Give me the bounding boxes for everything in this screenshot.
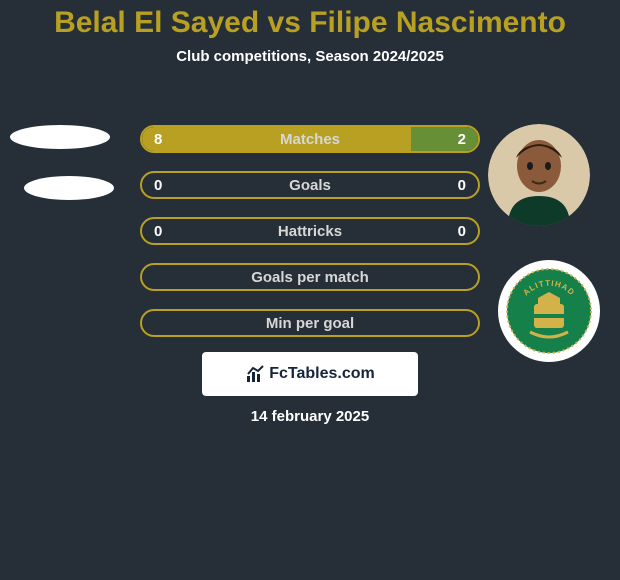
bar-label: Matches — [142, 131, 478, 148]
stat-bar-row: Goals0 0 — [140, 171, 480, 199]
face-icon — [488, 124, 590, 226]
page-title: Belal El Sayed vs Filipe Nascimento — [0, 0, 620, 40]
player-right-club-badge: ALITTIHAD — [498, 260, 600, 362]
comparison-card: Belal El Sayed vs Filipe Nascimento Club… — [0, 0, 620, 580]
attribution-box: FcTables.com — [202, 352, 418, 396]
bar-value-left: 0 — [154, 177, 162, 194]
player-right-avatar — [488, 124, 590, 226]
bar-label: Hattricks — [142, 223, 478, 240]
bar-label: Min per goal — [142, 315, 478, 332]
bar-value-right: 2 — [458, 131, 466, 148]
bar-label: Goals per match — [142, 269, 478, 286]
bar-value-left: 0 — [154, 223, 162, 240]
stat-bar-row: Hattricks0 0 — [140, 217, 480, 245]
chart-icon — [245, 364, 265, 384]
stat-bar-row: Goals per match — [140, 263, 480, 291]
stat-bar-row: Matches8 2 — [140, 125, 480, 153]
club-badge-icon: ALITTIHAD — [498, 260, 600, 362]
player-left-avatar — [10, 125, 110, 149]
stat-bar-row: Min per goal — [140, 309, 480, 337]
date-text: 14 february 2025 — [0, 408, 620, 425]
bar-value-left: 8 — [154, 131, 162, 148]
bar-label: Goals — [142, 177, 478, 194]
bar-value-right: 0 — [458, 177, 466, 194]
player-left-club-badge — [24, 176, 114, 200]
stat-bars: Matches82Goals00Hattricks00Goals per mat… — [140, 125, 480, 355]
attribution-text: FcTables.com — [269, 365, 375, 383]
subtitle: Club competitions, Season 2024/2025 — [0, 48, 620, 65]
bar-value-right: 0 — [458, 223, 466, 240]
